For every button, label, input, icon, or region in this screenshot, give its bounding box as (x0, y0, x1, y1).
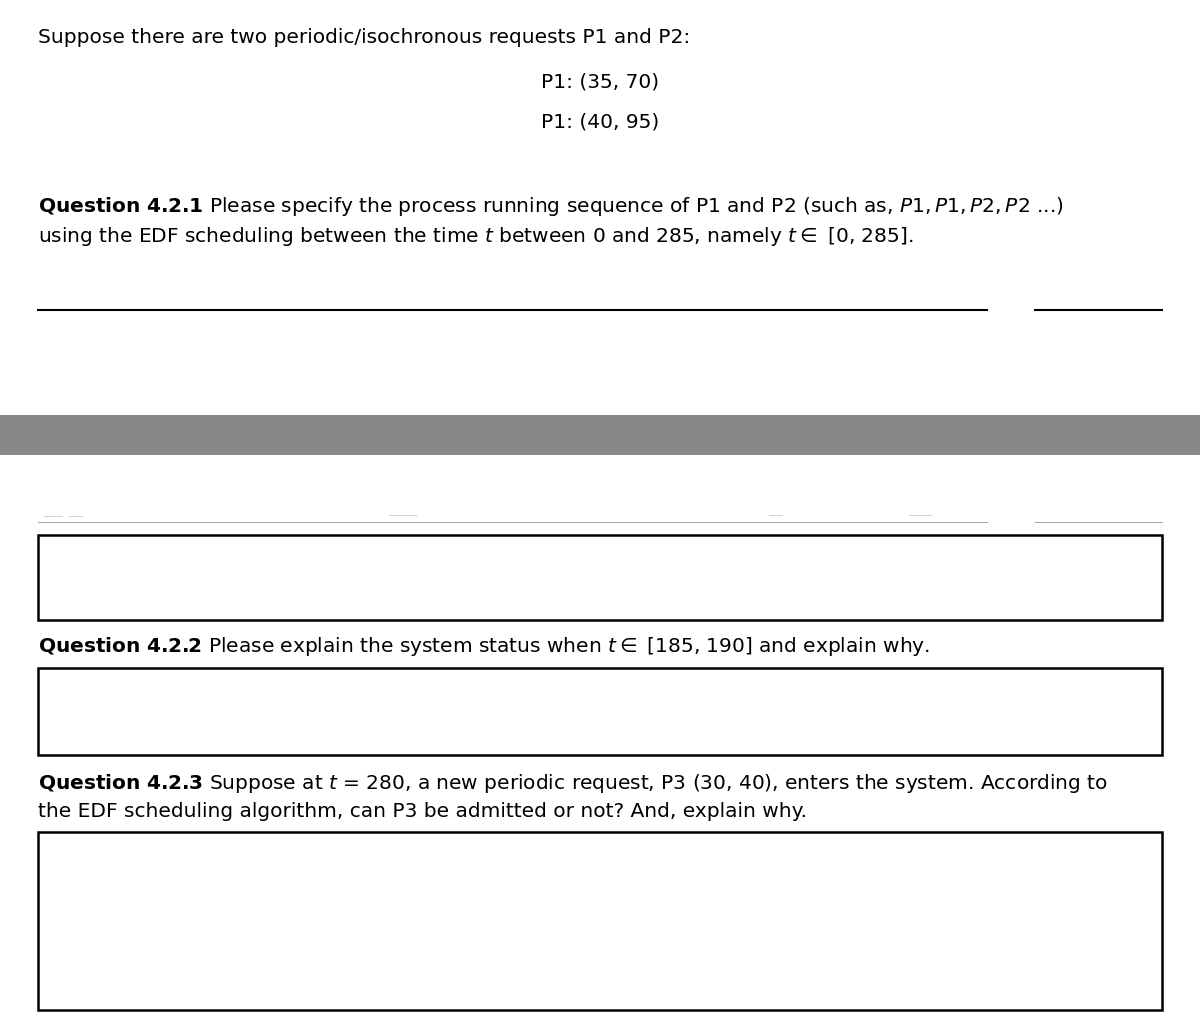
Text: $\mathbf{Question\ 4.2.1}$ Please specify the process running sequence of P1 and: $\mathbf{Question\ 4.2.1}$ Please specif… (38, 195, 1063, 218)
Text: $\mathbf{Question\ 4.2.2}$ Please explain the system status when $\mathit{t}$$\i: $\mathbf{Question\ 4.2.2}$ Please explai… (38, 635, 930, 658)
Bar (38, 668, 1162, 755)
Bar (38, 832, 1162, 1010)
Text: ___: ___ (768, 506, 782, 516)
Bar (0, 415, 1200, 455)
Bar (38, 535, 1162, 620)
Text: P1: (35, 70): P1: (35, 70) (541, 72, 659, 91)
Text: the EDF scheduling algorithm, can P3 be admitted or not? And, explain why.: the EDF scheduling algorithm, can P3 be … (38, 802, 808, 821)
Text: ______: ______ (388, 506, 418, 516)
Text: ____  ___: ____ ___ (43, 506, 83, 516)
Text: P1: (40, 95): P1: (40, 95) (541, 112, 659, 131)
Text: Suppose there are two periodic/isochronous requests P1 and P2:: Suppose there are two periodic/isochrono… (38, 28, 690, 47)
Text: $\mathbf{Question\ 4.2.3}$ Suppose at $\mathit{t}$ = 280, a new periodic request: $\mathbf{Question\ 4.2.3}$ Suppose at $\… (38, 772, 1108, 795)
Text: _____: _____ (908, 506, 932, 516)
Text: using the EDF scheduling between the time $\mathit{t}$ between 0 and 285, namely: using the EDF scheduling between the tim… (38, 225, 913, 248)
